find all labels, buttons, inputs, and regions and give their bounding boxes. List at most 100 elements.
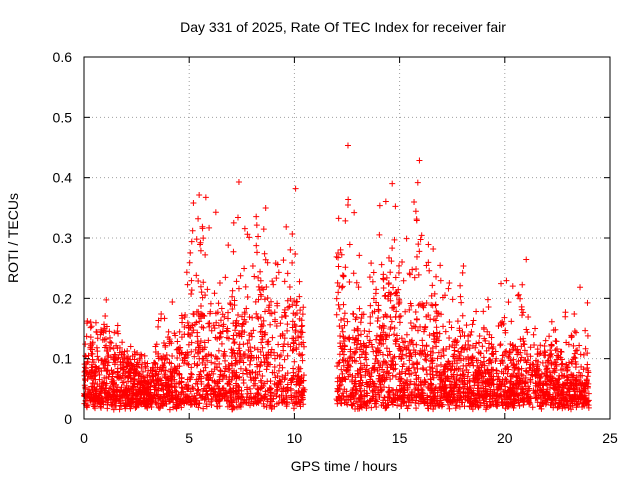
data-point — [581, 389, 588, 396]
data-point — [417, 395, 424, 402]
data-point — [440, 394, 447, 401]
data-point — [559, 389, 566, 396]
data-point — [465, 360, 472, 367]
data-point — [117, 387, 124, 394]
data-point — [374, 317, 381, 324]
data-point — [509, 385, 516, 392]
data-point — [388, 362, 395, 369]
data-point — [241, 329, 248, 336]
data-point — [457, 282, 464, 289]
data-point — [97, 390, 104, 397]
data-point — [480, 324, 487, 331]
data-point — [188, 290, 195, 297]
data-point — [91, 403, 98, 410]
data-point — [296, 341, 303, 348]
data-point — [259, 336, 266, 343]
data-point — [196, 371, 203, 378]
data-point — [555, 384, 562, 391]
data-point — [357, 377, 364, 384]
data-point — [456, 352, 463, 359]
data-point — [84, 369, 91, 376]
data-point — [429, 302, 436, 309]
data-point — [535, 371, 542, 378]
y-axis-title: ROTI / TECUs — [5, 193, 21, 283]
data-point — [194, 387, 201, 394]
data-point — [510, 356, 517, 363]
data-point — [469, 321, 476, 328]
data-point — [230, 336, 237, 343]
data-point — [455, 366, 462, 373]
data-point — [337, 333, 344, 340]
data-point — [108, 401, 115, 408]
data-point — [373, 336, 380, 343]
data-point — [273, 392, 280, 399]
data-point — [124, 395, 131, 402]
data-point — [128, 361, 135, 368]
data-point — [386, 348, 393, 355]
data-point — [265, 361, 272, 368]
data-point — [281, 278, 288, 285]
data-point — [357, 340, 364, 347]
data-point — [404, 384, 411, 391]
data-point — [345, 362, 352, 369]
data-point — [349, 389, 356, 396]
data-point — [144, 391, 151, 398]
data-point — [82, 352, 89, 359]
data-point — [226, 374, 233, 381]
data-point — [406, 350, 413, 357]
data-point — [440, 352, 447, 359]
data-point — [288, 376, 295, 383]
data-point — [194, 329, 201, 336]
data-point — [297, 392, 304, 399]
data-point — [453, 377, 460, 384]
data-point — [417, 347, 424, 354]
data-point — [387, 297, 394, 304]
data-point — [533, 395, 540, 402]
y-tick-label: 0.2 — [53, 290, 73, 306]
data-point — [582, 398, 589, 405]
data-point — [461, 345, 468, 352]
data-point — [114, 328, 121, 335]
data-point — [338, 284, 345, 291]
data-point — [519, 281, 526, 288]
data-point — [253, 242, 260, 249]
data-point — [523, 256, 530, 263]
data-point — [457, 357, 464, 364]
data-point — [296, 315, 303, 322]
data-point — [207, 398, 214, 405]
data-point — [163, 375, 170, 382]
data-point — [279, 373, 286, 380]
data-point — [509, 283, 516, 290]
data-point — [378, 261, 385, 268]
data-point — [279, 364, 286, 371]
data-point — [300, 401, 307, 408]
data-point — [378, 388, 385, 395]
data-point — [510, 404, 517, 411]
data-point — [178, 334, 185, 341]
data-point — [263, 366, 270, 373]
data-point — [451, 347, 458, 354]
data-point — [413, 253, 420, 260]
data-point — [396, 319, 403, 326]
data-point — [425, 241, 432, 248]
data-point — [457, 333, 464, 340]
data-point — [547, 401, 554, 408]
data-point — [201, 344, 208, 351]
data-point — [282, 313, 289, 320]
data-point — [380, 284, 387, 291]
data-point — [341, 346, 348, 353]
data-point — [254, 346, 261, 353]
data-point — [165, 386, 172, 393]
data-point — [412, 309, 419, 316]
data-point — [396, 262, 403, 269]
data-point — [528, 371, 535, 378]
data-point — [403, 352, 410, 359]
data-point — [287, 343, 294, 350]
data-point — [94, 381, 101, 388]
data-point — [184, 376, 191, 383]
data-point — [530, 331, 537, 338]
data-point — [263, 283, 270, 290]
data-point — [510, 381, 517, 388]
data-point — [520, 309, 527, 316]
data-point — [211, 360, 218, 367]
